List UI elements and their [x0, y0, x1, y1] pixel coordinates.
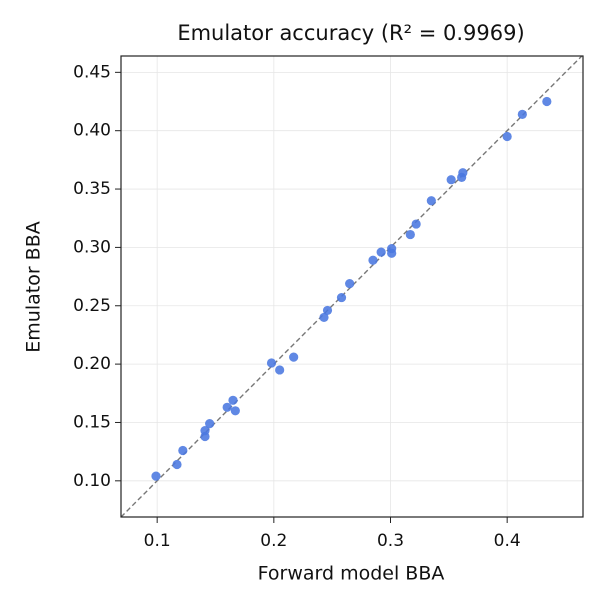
y-tick-label: 0.35 — [73, 179, 111, 199]
point — [172, 459, 182, 470]
y-tick-label: 0.30 — [73, 237, 111, 257]
x-tick-label: 0.4 — [494, 531, 521, 551]
point — [458, 168, 468, 178]
point — [411, 219, 421, 229]
point — [266, 358, 277, 368]
y-tick-label: 0.40 — [73, 121, 111, 141]
point — [446, 175, 456, 185]
point — [542, 96, 552, 107]
y-tick-label: 0.25 — [73, 296, 111, 316]
identity-line — [120, 55, 583, 518]
point — [275, 365, 285, 375]
point — [368, 255, 378, 265]
y-tick-label: 0.45 — [73, 62, 111, 82]
point — [387, 248, 397, 258]
x-tick-label: 0.1 — [144, 531, 171, 551]
point — [205, 419, 215, 429]
point — [151, 471, 161, 481]
point — [222, 402, 232, 412]
point — [517, 109, 527, 119]
point — [228, 395, 238, 405]
y-tick-label: 0.15 — [73, 412, 111, 432]
chart-title: Emulator accuracy (R² = 0.9969) — [177, 21, 524, 45]
x-tick-label: 0.3 — [377, 531, 404, 551]
point — [405, 229, 415, 240]
point — [376, 247, 386, 257]
point — [200, 426, 210, 436]
x-axis-label: Forward model BBA — [258, 563, 445, 585]
point — [230, 406, 240, 416]
y-tick-label: 0.20 — [73, 354, 111, 374]
point — [336, 292, 347, 303]
point — [426, 196, 436, 206]
point — [322, 305, 333, 316]
point — [502, 131, 512, 142]
point — [178, 445, 188, 456]
x-tick-label: 0.2 — [260, 531, 287, 551]
y-tick-label: 0.10 — [73, 471, 111, 491]
plot-frame — [120, 55, 584, 518]
y-axis-label: Emulator BBA — [23, 221, 45, 352]
point — [289, 352, 299, 362]
point — [319, 312, 329, 323]
point — [345, 278, 355, 289]
